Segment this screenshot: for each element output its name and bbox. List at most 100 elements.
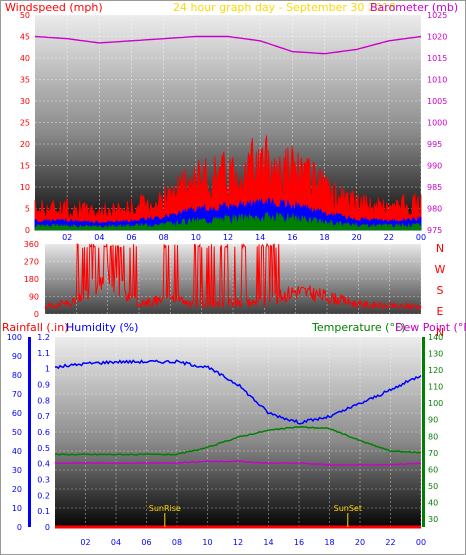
rainfall-tick: 0.6: [37, 428, 50, 437]
temperature-tick: 120: [428, 366, 443, 375]
direction-tick: 270: [24, 258, 39, 267]
wind-series: [34, 35, 422, 231]
wind-left-tick: 0: [25, 226, 30, 235]
direction-series: [44, 242, 422, 311]
barometer-series: [34, 35, 422, 55]
humidity-tick: 60: [12, 409, 22, 418]
climate-x-tick: 08: [172, 538, 182, 547]
wind-left-title: Windspeed (mph): [5, 1, 103, 14]
wind-left-tick: 35: [20, 76, 30, 85]
humidity-tick: 80: [12, 371, 22, 380]
wind-x-tick: 02: [62, 233, 72, 242]
barometer-tick: 975: [427, 226, 442, 235]
climate-x-tick: 16: [294, 538, 304, 547]
barometer-tick: 980: [427, 205, 442, 214]
wind-left-tick: 5: [25, 205, 30, 214]
rainfall-tick: 0.7: [37, 412, 50, 421]
wind-average-series: [34, 197, 422, 231]
dewpoint-series: [54, 460, 422, 466]
barometer-tick: 1005: [427, 97, 447, 106]
wind-x-tick: 22: [384, 233, 394, 242]
dewpoint-title: Dew Point (°F): [395, 321, 466, 334]
wind-axis-ticks: 0510152025303540455097598098599099510001…: [20, 11, 448, 242]
wind-left-tick: 15: [20, 162, 30, 171]
wind-gust-series: [34, 135, 422, 231]
wind-x-tick: 08: [159, 233, 169, 242]
direction-gridlines: [45, 243, 422, 315]
barometer-tick: 1015: [427, 54, 447, 63]
humidity-axis-bar: [28, 337, 31, 527]
barometer-tick: 990: [427, 162, 442, 171]
wind-x-tick: 12: [223, 233, 233, 242]
barometer-tick: 1000: [427, 119, 447, 128]
rainfall-tick: 0.4: [37, 460, 50, 469]
wind-left-tick: 30: [20, 97, 30, 106]
temperature-tick: 50: [428, 482, 438, 491]
temperature-tick: 110: [428, 383, 443, 392]
humidity-tick: 30: [12, 466, 22, 475]
barometer-tick: 1025: [427, 11, 447, 20]
wind-gridlines: [35, 14, 422, 231]
climate-x-tick: 22: [385, 538, 395, 547]
direction-tick: 90: [29, 293, 39, 302]
wind-x-tick: 06: [126, 233, 136, 242]
rainfall-tick: 1: [45, 365, 50, 374]
wind-right-title: Barometer (mb): [370, 1, 458, 14]
climate-x-tick: 12: [233, 538, 243, 547]
sunrise-label: SunRise: [149, 504, 181, 513]
humidity-tick: 20: [12, 485, 22, 494]
direction-tick: 180: [24, 275, 39, 284]
wind-x-tick: 14: [255, 233, 265, 242]
compass-label: N: [436, 242, 444, 255]
barometer-tick: 985: [427, 183, 442, 192]
wind-x-tick: 16: [287, 233, 297, 242]
rainfall-tick: 0.1: [37, 507, 50, 516]
humidity-tick: 100: [7, 333, 22, 342]
wind-x-tick: 18: [319, 233, 329, 242]
climate-series: [54, 359, 422, 529]
rainfall-tick: 1.1: [37, 349, 50, 358]
wind-center-title: 24 hour graph day - September 30 2018: [173, 1, 396, 14]
wind-x-tick: 04: [94, 233, 104, 242]
humidity-tick: 90: [12, 352, 22, 361]
temperature-tick: 130: [428, 350, 443, 359]
rainfall-tick: 0.9: [37, 381, 50, 390]
sunset-label: SunSet: [334, 504, 362, 513]
temperature-tick: 80: [428, 432, 438, 441]
temperature-tick: 90: [428, 416, 438, 425]
temperature-axis-bar: [422, 337, 425, 527]
compass-label: W: [435, 263, 446, 276]
barometer-tick: 1010: [427, 76, 447, 85]
temperature-tick: 70: [428, 449, 438, 458]
wind-x-tick: 20: [352, 233, 362, 242]
climate-x-tick: 20: [355, 538, 365, 547]
climate-x-tick: 04: [111, 538, 121, 547]
direction-tick: 0: [34, 310, 39, 319]
compass-label: E: [437, 305, 444, 318]
wind-left-tick: 45: [20, 33, 30, 42]
wind-x-tick: 10: [191, 233, 201, 242]
humidity-title: Humidity (%): [66, 321, 138, 334]
humidity-series: [54, 359, 422, 425]
temperature-series: [54, 426, 421, 456]
temperature-tick: 30: [428, 515, 438, 524]
rainfall-tick: 0.2: [37, 491, 50, 500]
direction-tick: 360: [24, 240, 39, 249]
wind-left-tick: 20: [20, 140, 30, 149]
humidity-tick: 70: [12, 390, 22, 399]
climate-x-tick: 18: [324, 538, 334, 547]
humidity-tick: 0: [17, 523, 22, 532]
temperature-tick: 60: [428, 465, 438, 474]
humidity-tick: 10: [12, 504, 22, 513]
climate-x-tick: 00: [416, 538, 426, 547]
humidity-tick: 50: [12, 428, 22, 437]
climate-axis-ticks: 010203040506070809010000.10.20.30.40.50.…: [7, 333, 444, 547]
temperature-tick: 100: [428, 399, 443, 408]
climate-x-tick: 02: [80, 538, 90, 547]
climate-x-tick: 14: [263, 538, 273, 547]
compass-label: N: [436, 326, 444, 339]
wind-left-tick: 10: [20, 183, 30, 192]
rainfall-tick: 0: [45, 523, 50, 532]
